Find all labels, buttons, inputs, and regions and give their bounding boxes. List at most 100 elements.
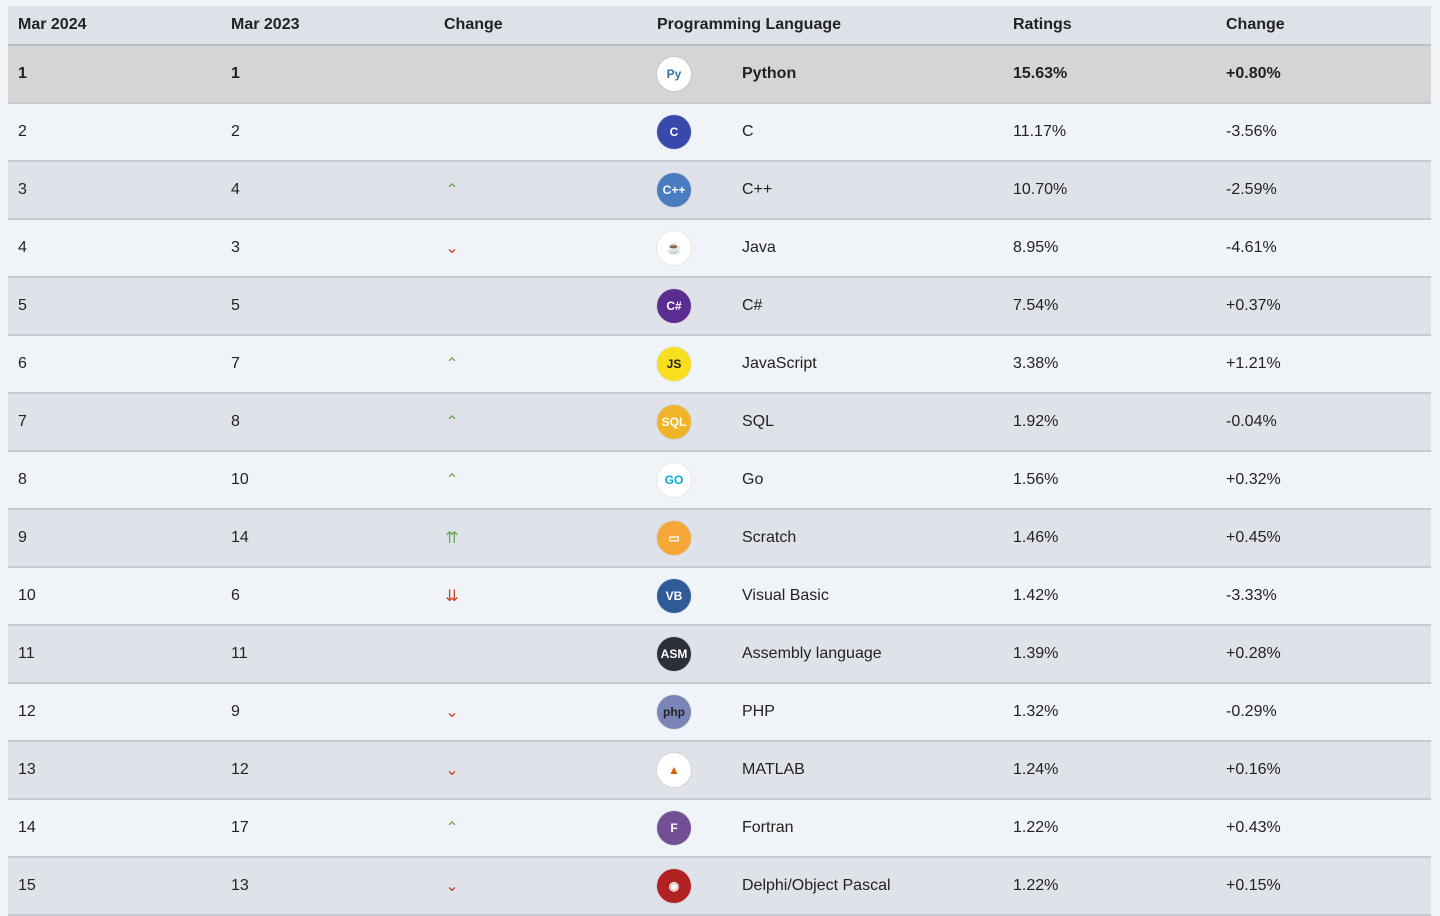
- fortran-icon: F: [657, 811, 691, 845]
- rating-value: 15.63%: [1013, 65, 1068, 82]
- rank-2024: 13: [18, 761, 36, 778]
- rating-change: -3.56%: [1226, 123, 1277, 140]
- rating-value: 1.32%: [1013, 703, 1059, 720]
- language-cell[interactable]: ASM Assembly language: [647, 637, 1003, 671]
- rank-2024: 12: [18, 703, 36, 720]
- table-row[interactable]: 13 12 ⌄ ▲ MATLAB 1.24% +0.16%: [8, 742, 1431, 800]
- language-name[interactable]: C: [742, 123, 754, 140]
- table-row[interactable]: 14 17 ⌃ F Fortran 1.22% +0.43%: [8, 800, 1431, 858]
- language-name[interactable]: Fortran: [742, 819, 794, 836]
- language-name[interactable]: C#: [742, 297, 763, 314]
- language-name[interactable]: JavaScript: [742, 355, 817, 372]
- rating-value: 1.24%: [1013, 761, 1059, 778]
- trend-arrow-icon: ⌄: [445, 240, 459, 257]
- language-cell[interactable]: ☕ Java: [647, 231, 1003, 265]
- language-name[interactable]: Go: [742, 471, 764, 488]
- rating-value: 3.38%: [1013, 355, 1059, 372]
- language-name[interactable]: Assembly language: [742, 645, 882, 662]
- rank-2024: 9: [18, 529, 27, 546]
- trend-arrow-icon: ⇊: [445, 588, 459, 605]
- header-ratings[interactable]: Ratings: [1013, 16, 1072, 33]
- rating-change: -3.33%: [1226, 587, 1277, 604]
- trend-arrow-icon: ⌃: [445, 414, 459, 431]
- language-cell[interactable]: F Fortran: [647, 811, 1003, 845]
- table-row[interactable]: 15 13 ⌄ ◉ Delphi/Object Pascal 1.22% +0.15%: [8, 858, 1431, 916]
- header-mar-2024[interactable]: Mar 2024: [18, 16, 87, 33]
- table-row[interactable]: 3 4 ⌃ C++ C++ 10.70% -2.59%: [8, 162, 1431, 220]
- scratch-icon: ▭: [657, 521, 691, 555]
- trend-arrow-icon: ⌃: [445, 472, 459, 489]
- table-row[interactable]: 7 8 ⌃ SQL SQL 1.92% -0.04%: [8, 394, 1431, 452]
- language-cell[interactable]: ◉ Delphi/Object Pascal: [647, 869, 1003, 903]
- rank-2023: 14: [231, 529, 249, 546]
- trend-arrow-icon: ⌄: [445, 762, 459, 779]
- rank-2024: 11: [18, 645, 35, 662]
- assembly-icon: ASM: [657, 637, 691, 671]
- rating-value: 1.22%: [1013, 819, 1059, 836]
- language-cell[interactable]: ▲ MATLAB: [647, 753, 1003, 787]
- table-row[interactable]: 4 3 ⌄ ☕ Java 8.95% -4.61%: [8, 220, 1431, 278]
- language-cell[interactable]: ▭ Scratch: [647, 521, 1003, 555]
- language-cell[interactable]: SQL SQL: [647, 405, 1003, 439]
- rank-2023: 3: [231, 239, 240, 256]
- table-row[interactable]: 9 14 ⇈ ▭ Scratch 1.46% +0.45%: [8, 510, 1431, 568]
- language-name[interactable]: Visual Basic: [742, 587, 829, 604]
- visual-basic-icon: VB: [657, 579, 691, 613]
- change-indicator: ⌄: [434, 760, 647, 780]
- header-change[interactable]: Change: [444, 16, 503, 33]
- rank-2023: 13: [231, 877, 249, 894]
- rating-value: 1.92%: [1013, 413, 1059, 430]
- rating-change: +0.43%: [1226, 819, 1281, 836]
- table-row[interactable]: 11 11 ASM Assembly language 1.39% +0.28%: [8, 626, 1431, 684]
- header-programming-language[interactable]: Programming Language: [657, 16, 842, 33]
- rating-change: +0.32%: [1226, 471, 1281, 488]
- rank-2023: 6: [231, 587, 240, 604]
- change-indicator: ⇈: [434, 528, 647, 548]
- table-row[interactable]: 6 7 ⌃ JS JavaScript 3.38% +1.21%: [8, 336, 1431, 394]
- language-cell[interactable]: C# C#: [647, 289, 1003, 323]
- language-name[interactable]: Delphi/Object Pascal: [742, 877, 891, 894]
- rating-change: +0.80%: [1226, 65, 1281, 82]
- table-row[interactable]: 1 1 Py Python 15.63% +0.80%: [8, 46, 1431, 104]
- language-cell[interactable]: php PHP: [647, 695, 1003, 729]
- trend-arrow-icon: ⌃: [445, 356, 459, 373]
- change-indicator: [434, 645, 647, 663]
- change-indicator: [434, 123, 647, 141]
- language-name[interactable]: Scratch: [742, 529, 797, 546]
- c-icon: C: [657, 115, 691, 149]
- table-row[interactable]: 8 10 ⌃ GO Go 1.56% +0.32%: [8, 452, 1431, 510]
- language-name[interactable]: C++: [742, 181, 773, 198]
- cpp-icon: C++: [657, 173, 691, 207]
- language-cell[interactable]: GO Go: [647, 463, 1003, 497]
- change-indicator: [434, 65, 647, 83]
- table-row[interactable]: 2 2 C C 11.17% -3.56%: [8, 104, 1431, 162]
- rating-change: -4.61%: [1226, 239, 1277, 256]
- language-name[interactable]: MATLAB: [742, 761, 805, 778]
- rank-2023: 17: [231, 819, 249, 836]
- language-cell[interactable]: Py Python: [647, 57, 1003, 91]
- language-cell[interactable]: JS JavaScript: [647, 347, 1003, 381]
- trend-arrow-icon: ⇈: [445, 530, 459, 547]
- table-row[interactable]: 10 6 ⇊ VB Visual Basic 1.42% -3.33%: [8, 568, 1431, 626]
- header-change-percent[interactable]: Change: [1226, 16, 1285, 33]
- python-icon: Py: [657, 57, 691, 91]
- rank-2023: 11: [231, 645, 248, 662]
- header-mar-2023[interactable]: Mar 2023: [231, 16, 300, 33]
- rank-2024: 15: [18, 877, 36, 894]
- table-row[interactable]: 5 5 C# C# 7.54% +0.37%: [8, 278, 1431, 336]
- table-row[interactable]: 12 9 ⌄ php PHP 1.32% -0.29%: [8, 684, 1431, 742]
- php-icon: php: [657, 695, 691, 729]
- rank-2024: 5: [18, 297, 27, 314]
- rating-change: +0.37%: [1226, 297, 1281, 314]
- language-cell[interactable]: C++ C++: [647, 173, 1003, 207]
- language-name[interactable]: SQL: [742, 413, 775, 430]
- table-body: 1 1 Py Python 15.63% +0.80% 2 2 C C 11.17% -3.56% 3 4…: [8, 46, 1431, 916]
- language-name[interactable]: Java: [742, 239, 776, 256]
- language-name[interactable]: Python: [742, 65, 797, 82]
- language-name[interactable]: PHP: [742, 703, 775, 720]
- rating-value: 1.46%: [1013, 529, 1059, 546]
- rating-value: 8.95%: [1013, 239, 1059, 256]
- language-cell[interactable]: VB Visual Basic: [647, 579, 1003, 613]
- change-indicator: ⌄: [434, 238, 647, 258]
